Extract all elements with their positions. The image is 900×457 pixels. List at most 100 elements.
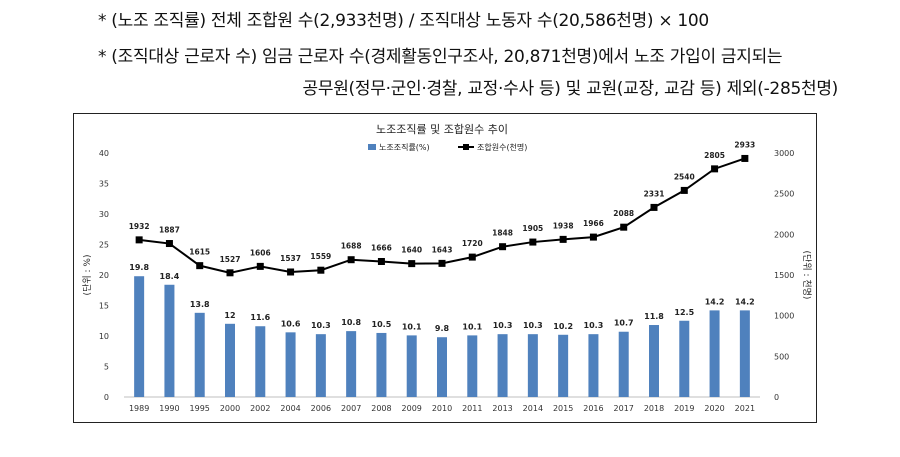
y-right-tick-label: 1500 [774,271,794,280]
line-point [256,262,264,270]
y-left-tick-label: 15 [99,302,109,311]
x-tick-label: 2010 [432,404,452,413]
bar [618,331,629,397]
line-point [711,165,719,173]
formula-note-2: * (조직대상 근로자 수) 임금 근로자 수(경제활동인구조사, 20,871… [98,47,783,67]
x-tick-label: 2016 [583,404,603,413]
bar-value-label: 10.5 [372,320,392,329]
x-tick-label: 2008 [371,404,391,413]
y-left-tick-label: 10 [99,332,109,341]
line-point [650,203,658,211]
bar [527,334,538,397]
line-value-label: 1966 [583,219,604,228]
x-tick-label: 2011 [462,404,482,413]
x-tick-label: 2004 [280,404,300,413]
line-point [589,233,597,241]
y-right-tick-label: 2500 [774,190,794,199]
bar [437,337,447,397]
bar-value-label: 10.3 [523,321,543,330]
bar [497,334,508,397]
line-point [226,269,234,277]
line-point [287,268,295,276]
formula-note-3: 공무원(정무·군인·경찰, 교정·수사 등) 및 교원(교장, 교감 등) 제외… [302,79,839,99]
chart-axes: 0 5 10 15 20 25 30 35 40 0 500 1000 1500 2000 2500 3000… [82,149,812,413]
x-tick-label: 2018 [644,404,664,413]
y-left-axis-title: (단위 : %) [82,255,93,296]
bar [467,335,478,397]
bar-value-label: 10.1 [462,322,482,331]
line-point [741,154,749,162]
bar-value-label: 10.8 [341,318,361,327]
line-value-label: 1887 [159,226,180,235]
line-point [529,238,537,246]
x-tick-label: 1995 [190,404,210,413]
x-tick-label: 1990 [159,404,179,413]
line-value-label: 1932 [129,222,150,231]
line-value-label: 2540 [674,172,695,181]
y-right-axis-title: (단위 : 천명) [801,251,812,300]
bar [558,334,569,397]
y-right-tick-label: 1000 [774,312,794,321]
chart-legend: 노조조직률(%) 조합원수(천명) [368,142,527,152]
bar-value-label: 10.7 [614,319,634,328]
bar [315,334,326,397]
x-tick-label: 2009 [402,404,422,413]
line-point [196,262,204,270]
line-value-label: 1559 [310,252,331,261]
bar-value-label: 19.8 [129,263,149,272]
bar-value-label: 14.2 [735,297,755,306]
legend-bar-label: 노조조직률(%) [379,142,430,152]
x-tick-label: 2017 [614,404,634,413]
x-tick-label: 2007 [341,404,361,413]
bar [255,326,266,397]
y-left-tick-label: 35 [99,180,109,189]
bar-value-label: 10.6 [281,319,301,328]
y-left-tick-label: 5 [104,363,109,372]
formula-note-1: * (노조 조직률) 전체 조합원 수(2,933천명) / 조직대상 노동자 … [98,11,709,31]
line-value-label: 2088 [613,209,634,218]
bar-value-label: 10.3 [311,321,331,330]
bar-value-label: 14.2 [705,297,725,306]
bar-value-label: 10.2 [553,322,573,331]
bar [346,331,357,397]
x-tick-label: 2000 [220,404,240,413]
line-point [135,236,143,244]
bar-value-label: 11.6 [250,313,270,322]
bar-series [134,276,750,397]
x-tick-label: 2006 [311,404,331,413]
line-point [408,260,416,268]
y-left-tick-label: 30 [99,210,109,219]
line-value-label: 1938 [553,221,574,230]
bar [376,332,387,397]
line-point [680,186,688,194]
bar [194,312,205,397]
line-value-label: 1905 [522,224,543,233]
line-value-label: 2933 [734,140,755,149]
line-value-label: 2331 [644,189,665,198]
bar-value-label: 10.3 [493,321,513,330]
line-point [165,240,173,248]
line-value-label: 1720 [462,239,483,248]
y-left-tick-label: 25 [99,241,109,250]
x-tick-label: 2021 [735,404,755,413]
chart-labels: 노조조직률 및 조합원수 추이 19.8 18.4 13.8 12 11.6 10.6 10.… [129,123,756,333]
line-series [135,154,749,277]
bar [285,332,296,397]
x-tick-label: 2015 [553,404,573,413]
line-value-label: 1640 [401,246,422,255]
x-tick-label: 2019 [674,404,694,413]
line-point [468,253,476,261]
bar [709,310,720,397]
bar [134,276,145,397]
bar-value-label: 11.8 [644,312,664,321]
line-point [347,256,355,264]
x-tick-label: 2014 [523,404,543,413]
line-value-label: 1537 [280,254,301,263]
chart-frame: 0 5 10 15 20 25 30 35 40 0 500 1000 1500 2000 2500 3000… [73,113,817,423]
line-value-label: 1688 [341,242,362,251]
bar-value-label: 12.5 [674,308,694,317]
line-point [559,235,567,243]
legend-line-marker [463,144,469,150]
x-tick-label: 1989 [129,404,149,413]
x-tick-label: 2002 [250,404,270,413]
